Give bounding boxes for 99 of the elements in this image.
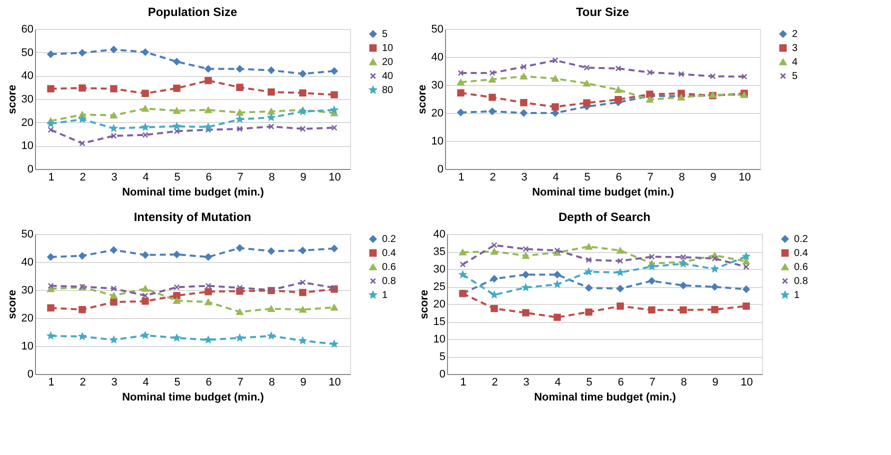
chart-title: Population Size bbox=[148, 5, 238, 19]
x-tick-label: 6 bbox=[206, 376, 212, 388]
y-tick-label: 5 bbox=[439, 351, 446, 363]
x-tick-label: 10 bbox=[328, 376, 341, 388]
x-tick-label: 1 bbox=[48, 376, 54, 388]
x-tick-label: 5 bbox=[584, 172, 590, 184]
x-tick-label: 10 bbox=[328, 172, 341, 184]
x-axis-title: Nominal time budget (min.) bbox=[534, 392, 676, 404]
legend-label: 10 bbox=[382, 43, 394, 54]
chart-title: Intensity of Mutation bbox=[134, 210, 252, 224]
y-tick-label: 20 bbox=[431, 108, 444, 120]
y-axis-title: score bbox=[6, 290, 18, 320]
y-tick-label: 30 bbox=[431, 80, 444, 92]
y-tick-label: 50 bbox=[21, 228, 34, 240]
x-tick-label: 7 bbox=[237, 172, 244, 184]
y-axis-title: score bbox=[6, 84, 18, 114]
y-tick-label: 20 bbox=[21, 116, 34, 129]
x-axis-title: Nominal time budget (min.) bbox=[122, 186, 264, 198]
x-tick-label: 8 bbox=[678, 172, 685, 184]
legend-label: 1 bbox=[382, 290, 388, 301]
legend-label: 0.2 bbox=[794, 234, 808, 245]
legend-label: 5 bbox=[382, 29, 388, 40]
x-tick-label: 5 bbox=[586, 376, 592, 388]
y-tick-label: 40 bbox=[21, 256, 34, 268]
y-tick-label: 20 bbox=[21, 312, 34, 324]
x-axis-title: Nominal time budget (min.) bbox=[122, 392, 264, 404]
y-tick-label: 10 bbox=[433, 334, 446, 346]
y-tick-label: 15 bbox=[433, 316, 446, 328]
x-tick-label: 6 bbox=[206, 172, 212, 184]
legend-label: 80 bbox=[382, 85, 394, 96]
y-axis-title: score bbox=[418, 290, 430, 320]
legend-label: 4 bbox=[792, 57, 798, 68]
x-tick-label: 3 bbox=[521, 172, 528, 184]
x-tick-label: 2 bbox=[80, 172, 86, 184]
y-tick-label: 25 bbox=[433, 281, 446, 293]
x-tick-label: 7 bbox=[649, 376, 656, 388]
y-tick-label: 30 bbox=[21, 94, 34, 106]
y-tick-label: 0 bbox=[27, 164, 34, 176]
x-tick-label: 3 bbox=[111, 172, 118, 184]
x-axis-title: Nominal time budget (min.) bbox=[532, 186, 674, 198]
x-tick-label: 10 bbox=[738, 172, 751, 184]
y-tick-label: 10 bbox=[431, 136, 444, 148]
x-tick-label: 9 bbox=[712, 376, 718, 388]
x-tick-label: 2 bbox=[490, 172, 496, 184]
y-tick-label: 40 bbox=[433, 228, 446, 240]
x-tick-label: 9 bbox=[300, 172, 306, 184]
y-tick-label: 50 bbox=[21, 46, 34, 59]
x-tick-label: 2 bbox=[492, 376, 498, 388]
legend-label: 5 bbox=[792, 71, 798, 82]
y-tick-label: 60 bbox=[21, 24, 34, 36]
x-tick-label: 4 bbox=[142, 172, 149, 184]
y-tick-label: 0 bbox=[27, 368, 34, 380]
y-tick-label: 0 bbox=[439, 368, 446, 380]
y-tick-label: 0 bbox=[437, 164, 444, 176]
y-tick-label: 50 bbox=[431, 24, 444, 36]
x-tick-label: 7 bbox=[237, 376, 244, 388]
legend-label: 0.8 bbox=[382, 276, 396, 287]
x-tick-label: 6 bbox=[618, 376, 624, 388]
legend-label: 0.8 bbox=[794, 276, 808, 287]
x-tick-label: 3 bbox=[111, 376, 118, 388]
x-tick-label: 9 bbox=[300, 376, 306, 388]
x-tick-label: 2 bbox=[80, 376, 86, 388]
x-tick-label: 8 bbox=[268, 376, 275, 388]
y-tick-label: 30 bbox=[433, 264, 446, 276]
x-tick-label: 3 bbox=[523, 376, 530, 388]
x-tick-label: 9 bbox=[710, 172, 716, 184]
legend-label: 40 bbox=[382, 71, 394, 82]
y-tick-label: 35 bbox=[433, 246, 446, 258]
x-tick-label: 4 bbox=[142, 376, 149, 388]
x-tick-label: 4 bbox=[554, 376, 561, 388]
legend-label: 2 bbox=[792, 29, 798, 40]
chart-title: Tour Size bbox=[576, 5, 630, 19]
y-tick-label: 20 bbox=[433, 298, 446, 310]
x-tick-label: 8 bbox=[268, 172, 275, 184]
x-tick-label: 5 bbox=[174, 172, 180, 184]
x-tick-label: 1 bbox=[48, 172, 54, 184]
x-tick-label: 10 bbox=[740, 376, 753, 388]
legend-label: 0.6 bbox=[794, 262, 808, 273]
legend-label: 0.6 bbox=[382, 262, 396, 273]
x-tick-label: 4 bbox=[552, 172, 559, 184]
legend-label: 20 bbox=[382, 57, 394, 68]
x-tick-label: 7 bbox=[647, 172, 654, 184]
x-tick-label: 1 bbox=[458, 172, 464, 184]
legend-label: 1 bbox=[794, 290, 800, 301]
legend-label: 0.2 bbox=[382, 234, 396, 245]
y-tick-label: 10 bbox=[21, 340, 34, 352]
y-tick-label: 40 bbox=[21, 70, 34, 82]
y-tick-label: 40 bbox=[431, 52, 444, 64]
y-axis-title: score bbox=[416, 84, 428, 114]
legend-label: 0.4 bbox=[382, 248, 396, 259]
y-tick-label: 10 bbox=[21, 140, 34, 152]
legend-label: 3 bbox=[792, 43, 798, 54]
chart-title: Depth of Search bbox=[558, 210, 651, 224]
legend-label: 0.4 bbox=[794, 248, 808, 259]
x-tick-label: 1 bbox=[460, 376, 466, 388]
x-tick-label: 6 bbox=[616, 172, 622, 184]
x-tick-label: 8 bbox=[680, 376, 687, 388]
y-tick-label: 30 bbox=[21, 284, 34, 296]
x-tick-label: 5 bbox=[174, 376, 180, 388]
